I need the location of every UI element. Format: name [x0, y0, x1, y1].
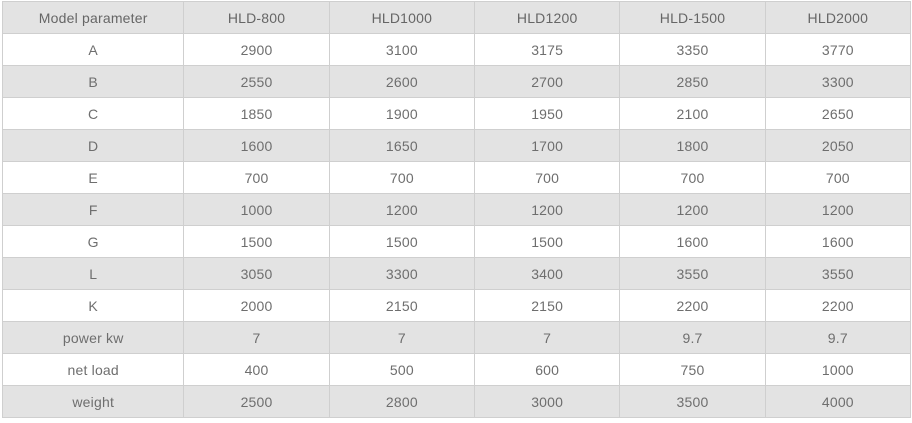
table-row: B 2550 2600 2700 2850 3300: [1, 65, 912, 98]
value-cell: 3300: [764, 65, 912, 98]
value-cell: 1650: [328, 129, 476, 162]
value-cell: 2700: [474, 65, 621, 98]
table-row: G 1500 1500 1500 1600 1600: [1, 225, 912, 258]
value-cell: 3400: [474, 257, 621, 290]
value-cell: 700: [619, 161, 766, 194]
value-cell: 700: [474, 161, 621, 194]
value-cell: 7: [183, 321, 330, 354]
value-cell: 700: [764, 161, 912, 194]
row-label-cell: D: [1, 129, 185, 162]
value-cell: 1200: [474, 193, 621, 226]
value-cell: 1950: [474, 97, 621, 130]
value-cell: 700: [183, 161, 330, 194]
header-row: Model parameter HLD-800 HLD1000 HLD1200 HLD-…: [1, 1, 912, 34]
value-cell: 1500: [183, 225, 330, 258]
value-cell: 1000: [764, 353, 912, 386]
value-cell: 3550: [764, 257, 912, 290]
value-cell: 600: [474, 353, 621, 386]
value-cell: 3550: [619, 257, 766, 290]
value-cell: 400: [183, 353, 330, 386]
table-row: D 1600 1650 1700 1800 2050: [1, 129, 912, 162]
value-cell: 2050: [764, 129, 912, 162]
value-cell: 3050: [183, 257, 330, 290]
row-label-cell: A: [1, 33, 185, 66]
table-row: E 700 700 700 700 700: [1, 161, 912, 194]
row-label-cell: C: [1, 97, 185, 130]
value-cell: 2200: [619, 289, 766, 322]
value-cell: 1200: [619, 193, 766, 226]
value-cell: 2650: [764, 97, 912, 130]
value-cell: 3770: [764, 33, 912, 66]
value-cell: 1500: [474, 225, 621, 258]
table-row: K 2000 2150 2150 2200 2200: [1, 289, 912, 322]
row-label-cell: net load: [1, 353, 185, 386]
value-cell: 2500: [183, 385, 330, 418]
value-cell: 2100: [619, 97, 766, 130]
value-cell: 7: [474, 321, 621, 354]
value-cell: 1000: [183, 193, 330, 226]
value-cell: 2200: [764, 289, 912, 322]
value-cell: 9.7: [764, 321, 912, 354]
header-cell-model-parameter: Model parameter: [1, 1, 185, 34]
row-label-cell: K: [1, 289, 185, 322]
value-cell: 1600: [764, 225, 912, 258]
value-cell: 1600: [619, 225, 766, 258]
value-cell: 7: [328, 321, 476, 354]
value-cell: 1700: [474, 129, 621, 162]
value-cell: 750: [619, 353, 766, 386]
row-label-cell: G: [1, 225, 185, 258]
value-cell: 1900: [328, 97, 476, 130]
value-cell: 4000: [764, 385, 912, 418]
row-label-cell: power kw: [1, 321, 185, 354]
table-row: A 2900 3100 3175 3350 3770: [1, 33, 912, 66]
table-row: C 1850 1900 1950 2100 2650: [1, 97, 912, 130]
table-header: Model parameter HLD-800 HLD1000 HLD1200 HLD-…: [1, 1, 912, 34]
header-cell-model: HLD1000: [328, 1, 476, 34]
value-cell: 1800: [619, 129, 766, 162]
value-cell: 3350: [619, 33, 766, 66]
table-row: weight 2500 2800 3000 3500 4000: [1, 385, 912, 418]
header-cell-model: HLD-800: [183, 1, 330, 34]
value-cell: 3500: [619, 385, 766, 418]
row-label-cell: L: [1, 257, 185, 290]
value-cell: 2900: [183, 33, 330, 66]
table-body: A 2900 3100 3175 3350 3770 B 2550 2600 2700 2850 33…: [1, 33, 912, 418]
value-cell: 700: [328, 161, 476, 194]
value-cell: 2600: [328, 65, 476, 98]
table-row: L 3050 3300 3400 3550 3550: [1, 257, 912, 290]
table-row: power kw 7 7 7 9.7 9.7: [1, 321, 912, 354]
value-cell: 2850: [619, 65, 766, 98]
value-cell: 1850: [183, 97, 330, 130]
value-cell: 500: [328, 353, 476, 386]
value-cell: 1500: [328, 225, 476, 258]
row-label-cell: B: [1, 65, 185, 98]
value-cell: 9.7: [619, 321, 766, 354]
row-label-cell: E: [1, 161, 185, 194]
value-cell: 3000: [474, 385, 621, 418]
table-row: net load 400 500 600 750 1000: [1, 353, 912, 386]
header-cell-model: HLD1200: [474, 1, 621, 34]
row-label-cell: F: [1, 193, 185, 226]
value-cell: 3100: [328, 33, 476, 66]
row-label-cell: weight: [1, 385, 185, 418]
value-cell: 1200: [328, 193, 476, 226]
value-cell: 2150: [328, 289, 476, 322]
value-cell: 1200: [764, 193, 912, 226]
value-cell: 2000: [183, 289, 330, 322]
value-cell: 1600: [183, 129, 330, 162]
value-cell: 2550: [183, 65, 330, 98]
table-row: F 1000 1200 1200 1200 1200: [1, 193, 912, 226]
value-cell: 3175: [474, 33, 621, 66]
header-cell-model: HLD-1500: [619, 1, 766, 34]
header-cell-model: HLD2000: [764, 1, 912, 34]
value-cell: 3300: [328, 257, 476, 290]
value-cell: 2150: [474, 289, 621, 322]
value-cell: 2800: [328, 385, 476, 418]
